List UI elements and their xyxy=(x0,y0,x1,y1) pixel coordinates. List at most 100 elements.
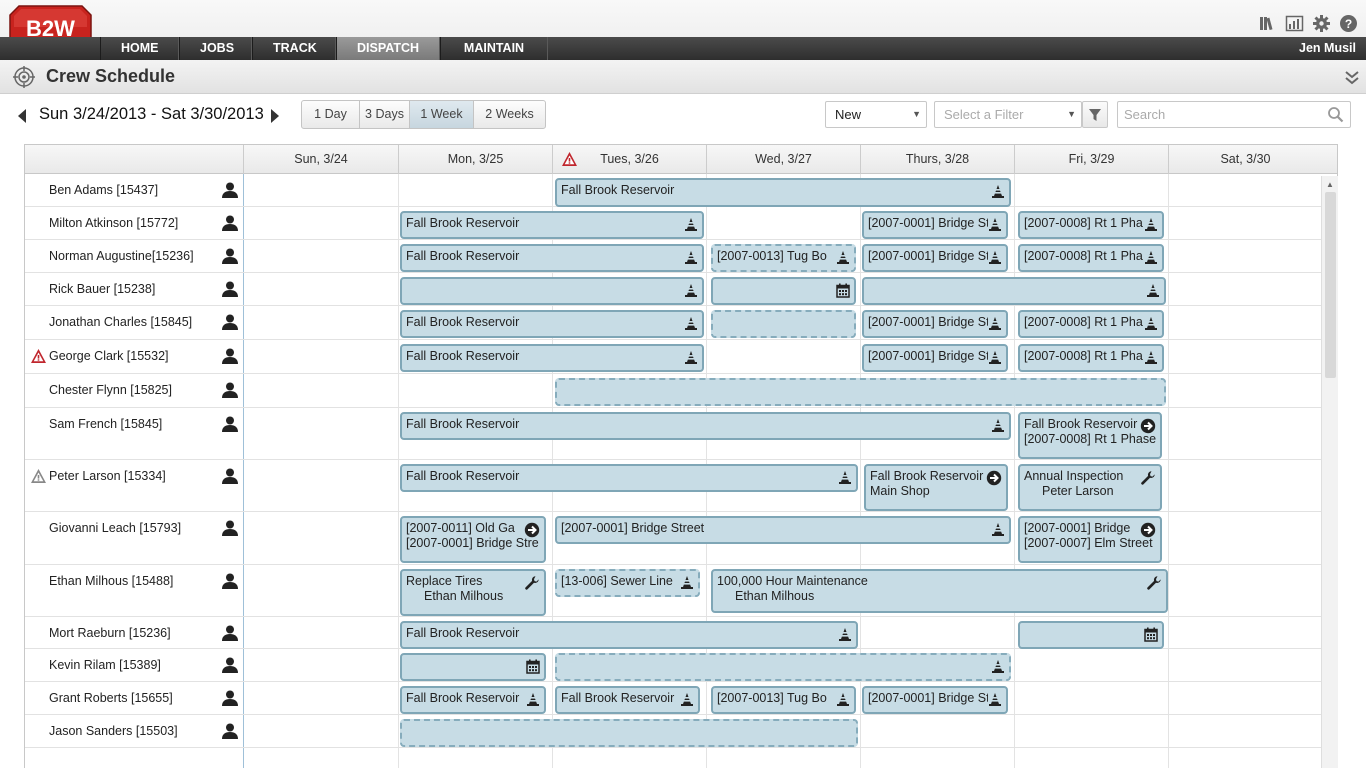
crew-member-name[interactable]: Ben Adams [15437] xyxy=(49,183,159,197)
person-icon[interactable] xyxy=(221,348,239,364)
crew-member-name[interactable]: Ethan Milhous [15488] xyxy=(49,574,174,588)
search-icon[interactable] xyxy=(1327,106,1344,123)
help-icon[interactable]: ? xyxy=(1339,14,1358,33)
job-assignment[interactable]: [2007-0008] Rt 1 Pha xyxy=(1018,211,1164,239)
job-assignment[interactable] xyxy=(400,277,704,305)
job-assignment[interactable]: Fall Brook Reservoir xyxy=(400,211,704,239)
job-assignment[interactable] xyxy=(1018,621,1164,649)
job-assignment[interactable]: [2007-0008] Rt 1 Pha xyxy=(1018,310,1164,338)
job-assignment[interactable]: [2007-0001] Bridge St xyxy=(862,211,1008,239)
job-assignment[interactable] xyxy=(862,277,1166,305)
crew-member-name[interactable]: Jason Sanders [15503] xyxy=(49,724,178,738)
nav-tab-maintain[interactable]: MAINTAIN xyxy=(440,37,548,60)
job-assignment[interactable]: 100,000 Hour Maintenance Ethan Milhous xyxy=(711,569,1168,613)
job-assignment[interactable] xyxy=(711,310,856,338)
job-assignment[interactable]: [2007-0013] Tug Bo xyxy=(711,244,856,272)
job-assignment[interactable]: [2007-0008] Rt 1 Pha xyxy=(1018,344,1164,372)
warning-icon[interactable] xyxy=(561,151,578,167)
person-icon[interactable] xyxy=(221,314,239,330)
chart-icon[interactable] xyxy=(1285,14,1304,33)
person-icon[interactable] xyxy=(221,723,239,739)
next-week-arrow-icon[interactable] xyxy=(269,108,281,124)
person-icon[interactable] xyxy=(221,281,239,297)
crew-member-name[interactable]: Rick Bauer [15238] xyxy=(49,282,156,296)
job-assignment[interactable]: Fall Brook Reservoir xyxy=(400,621,858,649)
status-select[interactable]: New ▼ xyxy=(825,101,927,128)
view-option-1-day[interactable]: 1 Day xyxy=(302,101,360,128)
person-icon[interactable] xyxy=(221,573,239,589)
nav-tab-home[interactable]: HOME xyxy=(100,37,179,60)
crew-member-name[interactable]: Chester Flynn [15825] xyxy=(49,383,172,397)
job-assignment[interactable]: Fall Brook Reservoir [2007-0008] Rt 1 Pha… xyxy=(1018,412,1162,459)
job-assignment[interactable]: Replace Tires Ethan Milhous xyxy=(400,569,546,616)
arrow-right-icon[interactable] xyxy=(524,522,540,538)
view-option-2-weeks[interactable]: 2 Weeks xyxy=(485,107,534,121)
job-assignment[interactable]: [2007-0001] Bridge St xyxy=(862,244,1008,272)
person-icon[interactable] xyxy=(221,625,239,641)
crew-member-name[interactable]: Kevin Rilam [15389] xyxy=(49,658,161,672)
user-name[interactable]: Jen Musil xyxy=(1299,41,1356,55)
job-assignment[interactable]: Fall Brook Reservoir xyxy=(400,344,704,372)
scrollbar-thumb[interactable] xyxy=(1325,192,1336,378)
job-assignment[interactable]: Fall Brook Reservoir xyxy=(400,686,546,714)
job-assignment[interactable]: Fall Brook Reservoir Main Shop xyxy=(864,464,1008,511)
filter-button[interactable] xyxy=(1082,101,1108,128)
job-assignment[interactable]: Fall Brook Reservoir xyxy=(400,244,704,272)
job-assignment[interactable]: [2007-0001] Bridge St xyxy=(862,344,1008,372)
job-assignment[interactable]: [2007-0011] Old Ga [2007-0001] Bridge Str… xyxy=(400,516,546,563)
job-assignment[interactable] xyxy=(555,378,1166,406)
crew-member-name[interactable]: Jonathan Charles [15845] xyxy=(49,315,193,329)
crew-member-name[interactable]: Norman Augustine[15236] xyxy=(49,249,194,263)
grid-scrollbar[interactable]: ▲ xyxy=(1321,176,1338,768)
job-assignment[interactable]: Fall Brook Reservoir xyxy=(400,310,704,338)
job-assignment[interactable]: [13-006] Sewer Line xyxy=(555,569,700,597)
warning-icon[interactable] xyxy=(30,348,47,364)
person-icon[interactable] xyxy=(221,382,239,398)
view-option-3-days[interactable]: 3 Days xyxy=(360,101,410,128)
person-icon[interactable] xyxy=(221,416,239,432)
arrow-right-icon[interactable] xyxy=(1140,522,1156,538)
crew-member-name[interactable]: Peter Larson [15334] xyxy=(49,469,166,483)
job-assignment[interactable]: Fall Brook Reservoir xyxy=(400,412,1011,440)
crew-member-name[interactable]: Grant Roberts [15655] xyxy=(49,691,173,705)
crew-member-name[interactable]: Milton Atkinson [15772] xyxy=(49,216,179,230)
arrow-right-icon[interactable] xyxy=(986,470,1002,486)
job-assignment[interactable]: [2007-0013] Tug Bo xyxy=(711,686,856,714)
crew-member-name[interactable]: Mort Raeburn [15236] xyxy=(49,626,171,640)
job-assignment[interactable] xyxy=(400,653,546,681)
person-icon[interactable] xyxy=(221,182,239,198)
person-icon[interactable] xyxy=(221,657,239,673)
job-assignment[interactable]: [2007-0001] Bridge St xyxy=(862,686,1008,714)
view-option-1-week[interactable]: 1 Week xyxy=(410,101,474,128)
previous-week-arrow-icon[interactable] xyxy=(16,108,28,124)
scroll-up-icon[interactable]: ▲ xyxy=(1326,180,1334,189)
job-assignment[interactable] xyxy=(400,719,858,747)
arrow-right-icon[interactable] xyxy=(1140,418,1156,434)
job-assignment[interactable]: [2007-0001] Bridge Street xyxy=(555,516,1011,544)
job-assignment[interactable]: [2007-0001] Bridge St xyxy=(862,310,1008,338)
job-assignment[interactable]: [2007-0001] Bridge [2007-0007] Elm Street xyxy=(1018,516,1162,563)
job-assignment[interactable] xyxy=(555,653,1011,681)
crew-member-name[interactable]: George Clark [15532] xyxy=(49,349,169,363)
job-assignment[interactable]: Fall Brook Reservoir xyxy=(400,464,858,492)
job-assignment[interactable]: Fall Brook Reservoir xyxy=(555,178,1011,207)
warning-outline-icon[interactable] xyxy=(30,468,47,484)
crew-member-name[interactable]: Sam French [15845] xyxy=(49,417,163,431)
job-assignment[interactable] xyxy=(711,277,856,305)
crew-member-name[interactable]: Giovanni Leach [15793] xyxy=(49,521,182,535)
person-icon[interactable] xyxy=(221,248,239,264)
person-icon[interactable] xyxy=(221,468,239,484)
gear-icon[interactable] xyxy=(1312,14,1331,33)
collapse-chevron-icon[interactable] xyxy=(1344,69,1360,85)
person-icon[interactable] xyxy=(221,690,239,706)
search-input[interactable]: Search xyxy=(1117,101,1351,128)
person-icon[interactable] xyxy=(221,215,239,231)
filter-select[interactable]: Select a Filter ▼ xyxy=(934,101,1082,128)
job-assignment[interactable]: Annual Inspection Peter Larson xyxy=(1018,464,1162,511)
nav-tab-dispatch[interactable]: DISPATCH xyxy=(336,37,440,60)
nav-tab-track[interactable]: TRACK xyxy=(252,37,336,60)
person-icon[interactable] xyxy=(221,520,239,536)
job-assignment[interactable]: Fall Brook Reservoir xyxy=(555,686,700,714)
library-icon[interactable] xyxy=(1258,14,1277,33)
job-assignment[interactable]: [2007-0008] Rt 1 Pha xyxy=(1018,244,1164,272)
